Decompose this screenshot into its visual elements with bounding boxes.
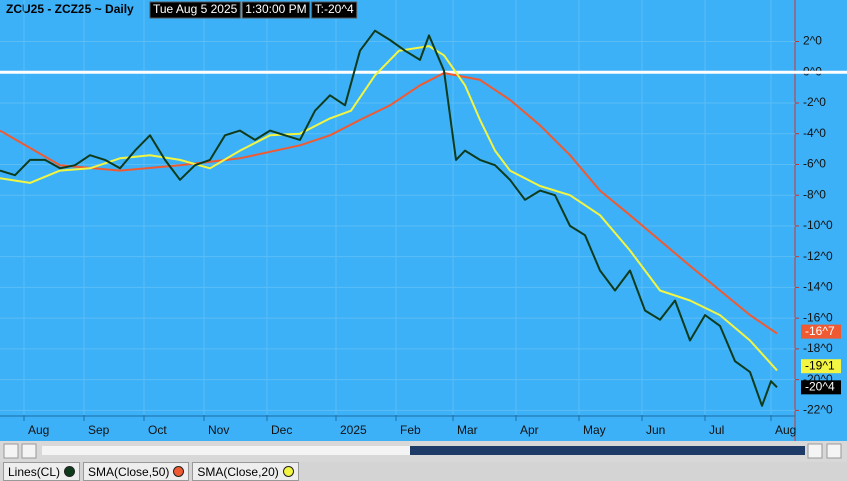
x-tick-label: Oct	[148, 423, 167, 437]
y-tick-label: -18^0	[803, 341, 833, 355]
legend-swatch	[173, 466, 185, 477]
legend-item[interactable]: SMA(Close,50)	[83, 462, 190, 481]
chart-title: ZCU25 - ZCZ25 ~ Daily	[6, 2, 134, 16]
y-tick-label: -6^0	[803, 157, 826, 171]
x-tick-label: Dec	[271, 423, 292, 437]
header-label: Tue Aug 5 2025	[153, 2, 238, 16]
x-tick-label: Aug	[775, 423, 796, 437]
legend-item[interactable]: Lines(CL)	[3, 462, 81, 481]
x-tick-label: Aug	[28, 423, 49, 437]
scroll-button[interactable]	[3, 443, 19, 459]
header-label: 1:30:00 PM	[245, 2, 306, 16]
header-box	[311, 1, 358, 19]
last-value-box	[801, 380, 841, 395]
legend-label: Lines(CL)	[8, 464, 61, 479]
x-tick-label: Feb	[400, 423, 421, 437]
last-value-box	[801, 324, 841, 339]
chart: ZCU25 - ZCZ25 ~ Daily 2^00^0-2^0-4^0-6^0…	[0, 0, 847, 462]
last-value-box	[801, 359, 841, 374]
x-tick-label: Sep	[88, 423, 110, 437]
y-tick-label: -22^0	[803, 403, 833, 417]
x-tick-label: Jul	[709, 423, 724, 437]
y-tick-label: 2^0	[803, 34, 822, 48]
y-tick-label: -16^0	[803, 310, 833, 324]
series-line	[0, 45, 778, 372]
scroll-button[interactable]	[807, 443, 823, 459]
legend-label: SMA(Close,50)	[88, 464, 170, 479]
grid	[0, 0, 795, 415]
legend: Lines(CL) SMA(Close,50) SMA(Close,20)	[0, 462, 847, 481]
header-label: T:-20^4	[315, 2, 354, 16]
scroll-thumb[interactable]	[410, 446, 805, 455]
series-line	[0, 29, 778, 407]
y-tick-label: -2^0	[803, 95, 826, 109]
x-tick-label: Mar	[457, 423, 478, 437]
last-value-label: -16^7	[805, 324, 835, 338]
y-tick-label: -8^0	[803, 187, 826, 201]
y-tick-label: -14^0	[803, 280, 833, 294]
y-tick-label: -12^0	[803, 249, 833, 263]
last-value-label: -20^4	[805, 380, 835, 394]
x-tick-label: May	[583, 423, 606, 437]
legend-swatch	[64, 466, 76, 477]
last-value-label: -19^1	[805, 358, 835, 372]
y-tick-label: -10^0	[803, 218, 833, 232]
x-tick-label: Nov	[208, 423, 229, 437]
x-tick-label: Apr	[520, 423, 539, 437]
scroll-button[interactable]	[21, 443, 37, 459]
legend-item[interactable]: SMA(Close,20)	[192, 462, 299, 481]
header-box	[241, 1, 311, 19]
series-line	[0, 72, 778, 335]
y-tick-label: -4^0	[803, 126, 826, 140]
header-box	[149, 1, 241, 19]
scroll-button[interactable]	[826, 443, 842, 459]
x-tick-label: 2025	[340, 423, 367, 437]
x-tick-label: Jun	[646, 423, 665, 437]
legend-label: SMA(Close,20)	[197, 464, 279, 479]
legend-swatch	[282, 466, 294, 477]
